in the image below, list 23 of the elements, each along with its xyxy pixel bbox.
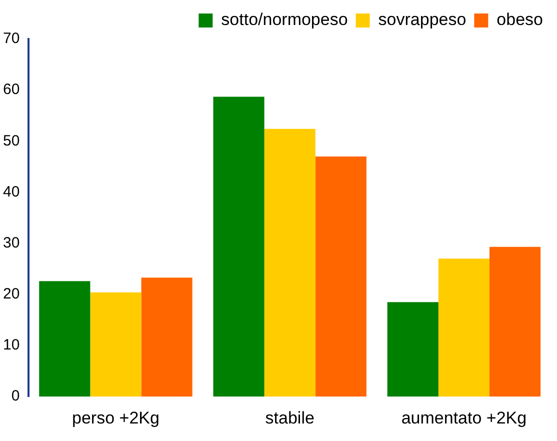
y-tick-label: 70	[2, 30, 20, 48]
y-tick-label: 60	[2, 81, 20, 98]
y-tick-label: 30	[2, 234, 20, 252]
bar	[387, 302, 438, 397]
bar	[213, 96, 264, 397]
legend-label: sotto/normopeso	[221, 10, 348, 30]
bar	[315, 156, 366, 397]
bar	[489, 246, 541, 397]
y-tick-label: 10	[2, 336, 20, 354]
y-tick-label: 0	[11, 388, 20, 405]
x-tick-label: stabile	[265, 408, 314, 428]
bar	[141, 278, 192, 397]
y-tick-label: 40	[2, 183, 20, 200]
legend-label: sovrappeso	[378, 10, 466, 30]
bar	[438, 258, 490, 397]
bar	[264, 128, 316, 397]
bar	[39, 281, 90, 397]
bar	[90, 292, 142, 397]
y-tick-label: 50	[2, 132, 20, 150]
x-tick-label: aumentato +2Kg	[401, 408, 527, 428]
legend-label: obeso	[496, 10, 544, 30]
y-tick-label: 20	[2, 286, 20, 303]
x-tick-label: perso +2Kg	[72, 408, 160, 428]
